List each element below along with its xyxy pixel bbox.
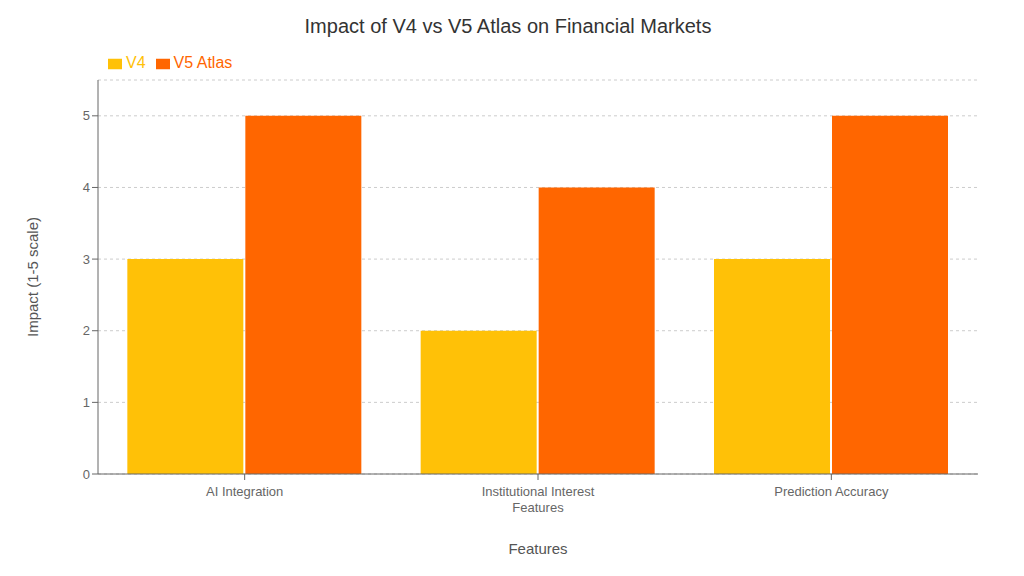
svg-text:Prediction Accuracy: Prediction Accuracy bbox=[774, 484, 889, 499]
html-text:Impact of V4 vs V5 Atlas on Fi: Impact of V4 vs V5 Atlas on Financial Ma… bbox=[304, 15, 712, 37]
svg-text:AI Integration: AI Integration bbox=[206, 484, 283, 499]
svg-text:3: 3 bbox=[83, 252, 90, 267]
svg-text:Impact (1-5 scale): Impact (1-5 scale) bbox=[24, 217, 41, 337]
svg-text:1: 1 bbox=[83, 395, 90, 410]
html-text:V5 Atlas: V5 Atlas bbox=[173, 54, 233, 71]
svg-text:Features: Features bbox=[508, 540, 567, 557]
html-text:V4: V4 bbox=[126, 54, 146, 71]
svg-text:5: 5 bbox=[83, 108, 90, 123]
svg-text:Institutional InterestFeatures: Institutional InterestFeatures bbox=[482, 484, 595, 515]
svg-text:4: 4 bbox=[83, 180, 90, 195]
svg-text:0: 0 bbox=[83, 467, 90, 482]
svg-text:2: 2 bbox=[83, 323, 90, 338]
